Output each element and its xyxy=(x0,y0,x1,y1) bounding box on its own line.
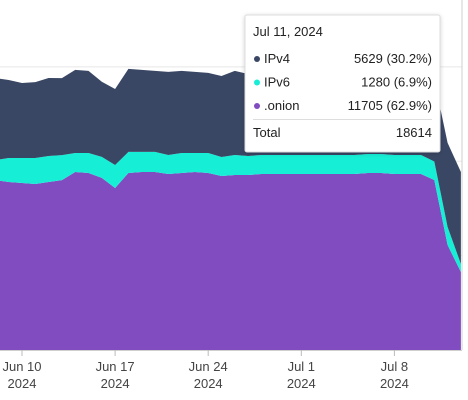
x-tick-label: Jul 1 2024 xyxy=(287,359,316,391)
tooltip-dot xyxy=(254,103,260,109)
tooltip-value: 5629 (30.2%) xyxy=(354,51,432,66)
tooltip-title: Jul 11, 2024 xyxy=(253,24,323,39)
tooltip: Jul 11, 2024 IPv4 5629 (30.2%) IPv6 1280 (6.… xyxy=(244,14,441,153)
area xyxy=(0,151,461,273)
x-tick-label: Jun 17 2024 xyxy=(96,359,135,391)
tooltip-label: .onion xyxy=(264,98,299,113)
tooltip-label: IPv6 xyxy=(264,75,290,90)
tooltip-value: 1280 (6.9%) xyxy=(361,75,432,90)
tooltip-total: 18614 xyxy=(396,125,432,140)
x-tick-label: Jul 8 2024 xyxy=(380,359,409,391)
tooltip-dot xyxy=(254,79,260,86)
tooltip-dot xyxy=(254,56,260,62)
area xyxy=(0,171,461,350)
x-tick-label: Jun 24 2024 xyxy=(189,359,228,391)
tooltip-total-label: Total xyxy=(253,125,281,140)
x-tick-label: Jun 10 2024 xyxy=(2,359,41,391)
x-axis: Jun 10 2024 Jun 17 2024 Jun 24 2024 Jul 1 2024 J… xyxy=(0,350,462,391)
tooltip-label: IPv4 xyxy=(264,51,290,66)
tooltip-value: 11705 (62.9%) xyxy=(348,98,432,113)
tooltip-box xyxy=(244,14,441,153)
